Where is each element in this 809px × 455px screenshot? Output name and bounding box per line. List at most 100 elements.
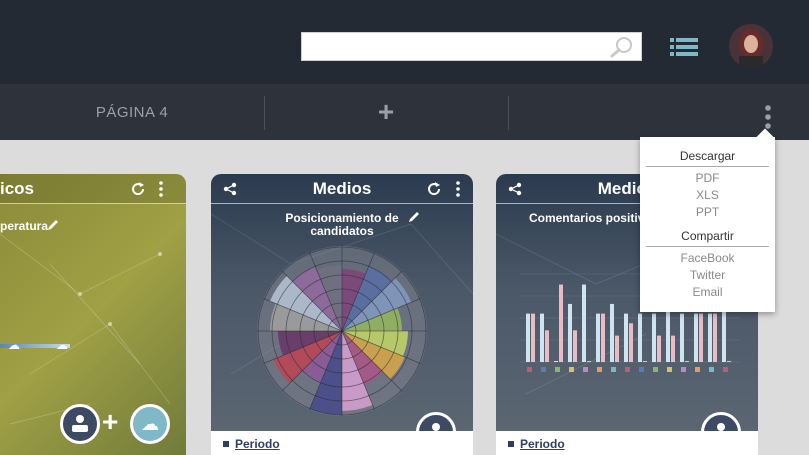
- bar: [694, 313, 698, 362]
- card-menu-icon[interactable]: [158, 181, 164, 197]
- bar: [624, 313, 628, 362]
- period-link[interactable]: Periodo: [223, 437, 461, 451]
- category-marker: [639, 367, 644, 372]
- share-section-title: Compartir: [681, 229, 734, 243]
- search-icon[interactable]: [609, 36, 635, 58]
- square-bullet-icon: [508, 441, 514, 447]
- card-title: Medios: [312, 178, 372, 198]
- card-subtitle: Posicionamiento de candidatos: [285, 211, 399, 238]
- polar-sector: [292, 266, 342, 331]
- tab-divider: [264, 96, 265, 130]
- tab-page-4[interactable]: PÁGINA 4: [95, 103, 169, 121]
- bar: [666, 303, 670, 362]
- category-marker: [597, 367, 602, 372]
- category-marker: [611, 367, 616, 372]
- edit-icon[interactable]: [407, 210, 421, 224]
- widget-card-medios-position: Medios Posicionamiento de candidatos Per…: [211, 174, 473, 455]
- avatar[interactable]: [729, 24, 773, 68]
- add-page-button[interactable]: +: [377, 96, 395, 127]
- divider: [646, 166, 769, 167]
- bar: [526, 313, 530, 362]
- category-marker: [555, 367, 560, 372]
- plus-icon: +: [102, 406, 119, 437]
- card-subtitle: peratura: [0, 219, 49, 233]
- export-dropdown-menu: Descargar PDF XLS PPT Compartir FaceBook…: [640, 128, 775, 312]
- polar-grid-spoke: [263, 330, 343, 364]
- category-marker: [681, 367, 686, 372]
- card-footer: Periodo: [496, 431, 758, 455]
- period-label[interactable]: Periodo: [520, 437, 565, 451]
- polar-grid-spoke: [281, 330, 343, 392]
- category-marker: [695, 367, 700, 372]
- bar: [554, 361, 558, 362]
- bar: [699, 313, 703, 362]
- category-marker: [569, 367, 574, 372]
- refresh-icon[interactable]: [426, 181, 442, 197]
- share-twitter-item[interactable]: Twitter: [689, 268, 726, 282]
- square-bullet-icon: [223, 441, 229, 447]
- download-ppt-item[interactable]: PPT: [695, 205, 720, 219]
- card-header: Medios: [211, 174, 473, 204]
- download-xls-item[interactable]: XLS: [696, 188, 719, 202]
- polar-sector: [342, 269, 366, 331]
- polar-sector: [270, 303, 342, 331]
- bar: [582, 284, 586, 362]
- share-email-item[interactable]: Email: [692, 285, 723, 299]
- download-section-title: Descargar: [679, 149, 736, 163]
- share-icon[interactable]: [223, 182, 237, 196]
- bar: [601, 313, 605, 362]
- category-marker: [527, 367, 532, 372]
- polar-sector: [273, 331, 342, 384]
- period-label[interactable]: Periodo: [235, 437, 280, 451]
- polar-sector: [316, 265, 342, 331]
- share-icon[interactable]: [508, 182, 522, 196]
- bar: [657, 335, 661, 362]
- bar: [531, 313, 535, 362]
- tab-bar: PÁGINA 4 +: [0, 84, 809, 140]
- polar-sector: [269, 275, 342, 331]
- polar-grid-spoke: [263, 298, 343, 332]
- polar-sector: [309, 331, 342, 415]
- polar-grid-spoke: [309, 330, 343, 410]
- search-input[interactable]: [308, 37, 608, 57]
- search-box[interactable]: [301, 32, 642, 61]
- period-link[interactable]: Periodo: [508, 437, 746, 451]
- presenter-badge-icon[interactable]: [60, 404, 100, 444]
- top-bar: [0, 0, 809, 84]
- polar-area-chart: [257, 246, 427, 416]
- weather-badge-icon[interactable]: ☁: [130, 404, 170, 444]
- bar: [713, 313, 717, 362]
- category-marker: [541, 367, 546, 372]
- bar: [587, 361, 591, 362]
- download-pdf-item[interactable]: PDF: [695, 171, 720, 185]
- category-marker: [625, 367, 630, 372]
- bar: [680, 313, 684, 362]
- cloud-icon: ☁: [56, 338, 68, 352]
- tab-divider: [508, 96, 509, 130]
- card-footer: Periodo: [211, 431, 473, 455]
- temperature-bar: [0, 344, 70, 348]
- polar-grid-spoke: [341, 330, 375, 410]
- more-options-icon[interactable]: [760, 104, 776, 130]
- polar-grid-spoke: [341, 330, 403, 392]
- refresh-icon[interactable]: [130, 181, 146, 197]
- bar: [638, 313, 642, 362]
- polar-sector: [342, 331, 373, 411]
- polar-sector: [342, 277, 412, 331]
- edit-icon[interactable]: [46, 218, 60, 232]
- divider: [646, 246, 769, 247]
- polar-sector: [278, 331, 342, 356]
- category-marker: [709, 367, 714, 372]
- polar-sector: [342, 331, 408, 357]
- bar-chart: [520, 273, 740, 372]
- bar: [596, 313, 600, 362]
- bar: [652, 313, 656, 362]
- menu-icon[interactable]: [670, 38, 698, 56]
- bar: [540, 313, 544, 362]
- polar-sector: [302, 331, 342, 383]
- card-menu-icon[interactable]: [455, 181, 461, 197]
- card-title: icos: [0, 178, 35, 198]
- share-facebook-item[interactable]: FaceBook: [680, 251, 735, 265]
- bar: [610, 303, 614, 362]
